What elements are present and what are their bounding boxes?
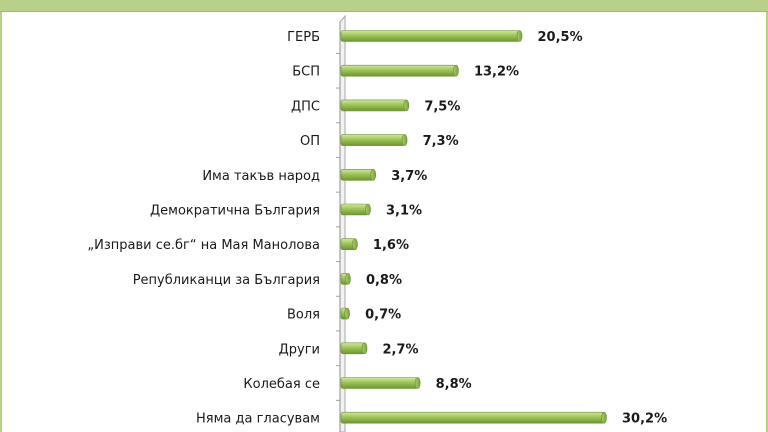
y-axis-wall (339, 14, 346, 432)
bar-5 (340, 203, 369, 216)
bar-cap-10 (414, 377, 421, 389)
value-label-0: 20,5% (538, 30, 583, 45)
bar-cap-7 (345, 273, 351, 285)
value-label-10: 8,8% (436, 377, 472, 392)
bar-9 (340, 342, 365, 355)
bar-0 (340, 30, 520, 42)
bar-cap-0 (516, 30, 523, 42)
bar-cap-3 (401, 134, 408, 146)
category-label-6: „Изправи се.бг“ на Мая Манолова (87, 238, 320, 253)
bar-cap-5 (365, 203, 371, 216)
bar-cap-2 (403, 99, 410, 112)
value-label-8: 0,7% (365, 308, 401, 323)
category-label-5: Демократична България (150, 204, 320, 219)
bar-2 (340, 99, 407, 112)
category-label-0: ГЕРБ (287, 30, 320, 45)
bar-cap-6 (352, 238, 358, 250)
bar-cap-11 (601, 411, 607, 424)
value-label-3: 7,3% (423, 134, 459, 149)
value-label-1: 13,2% (474, 65, 519, 80)
value-label-11: 30,2% (622, 412, 667, 427)
category-label-8: Воля (287, 308, 320, 323)
value-label-7: 0,8% (366, 273, 402, 288)
category-label-4: Има такъв народ (202, 169, 320, 184)
bar-cap-1 (453, 64, 459, 77)
value-label-6: 1,6% (373, 238, 409, 253)
category-label-9: Други (279, 342, 320, 357)
bar-cap-4 (370, 169, 377, 181)
bar-1 (340, 64, 457, 77)
header-band (0, 0, 768, 12)
category-label-2: ДПС (291, 99, 320, 114)
bar-10 (340, 377, 418, 389)
bar-cap-8 (344, 307, 350, 320)
bar-cap-9 (361, 342, 368, 355)
category-label-7: Републиканци за България (133, 273, 320, 288)
value-label-9: 2,7% (383, 342, 419, 357)
value-label-5: 3,1% (386, 204, 422, 219)
value-label-2: 7,5% (424, 99, 460, 114)
value-label-4: 3,7% (391, 169, 427, 184)
category-label-11: Няма да гласувам (196, 412, 320, 427)
category-label-10: Колебая се (243, 377, 320, 392)
bar-4 (340, 169, 374, 181)
bar-3 (340, 134, 405, 146)
category-label-3: ОП (300, 134, 320, 149)
category-label-1: БСП (292, 65, 320, 80)
bar-11 (340, 411, 605, 424)
